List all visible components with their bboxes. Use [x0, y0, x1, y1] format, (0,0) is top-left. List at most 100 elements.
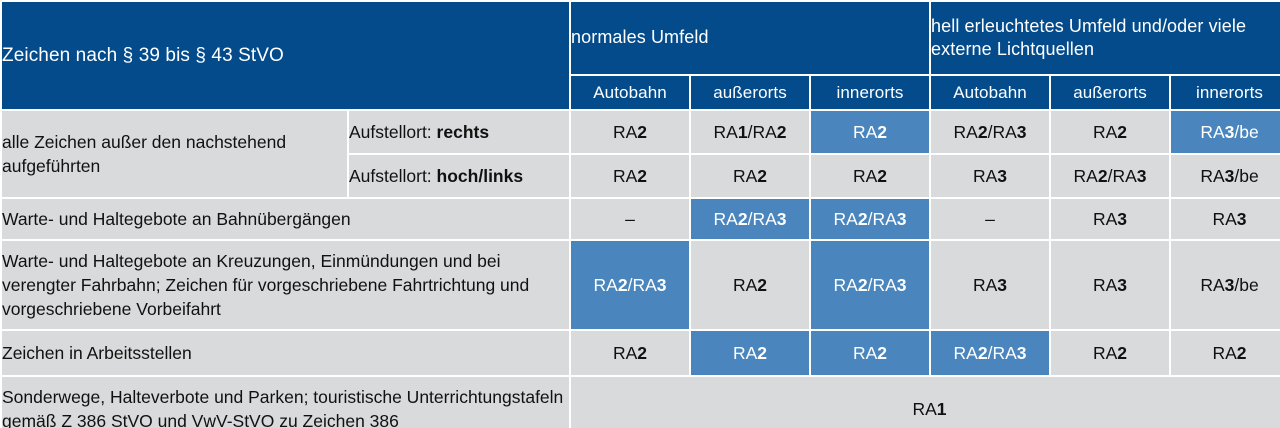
ra-prefix: RA [953, 342, 978, 363]
ra-class-number: 2 [737, 208, 748, 229]
ra-value-cell: RA2 [811, 331, 930, 375]
ra-class-number: 2 [1097, 165, 1108, 186]
row-description: Warte- und Haltegebote an Bahnübergängen [2, 199, 570, 239]
ra-class-number: 2 [637, 121, 648, 142]
ra-class-number: 3 [1117, 208, 1128, 229]
ra-class-number: 2 [857, 208, 868, 229]
ra-class-number-alt: 3 [776, 208, 787, 229]
ra-prefix: – [625, 208, 635, 229]
table-row: Sonderwege, Halteverbote und Parken; tou… [2, 377, 1280, 428]
ra-prefix: – [985, 208, 995, 229]
table-header: Zeichen nach § 39 bis § 43 StVO normales… [2, 2, 1280, 109]
subcondition-prefix: Aufstellort: [349, 165, 437, 186]
ra-class-number: 2 [977, 342, 988, 363]
row-description: Zeichen in Arbeitsstellen [2, 331, 570, 375]
ra-value-cell: RA2 [811, 111, 930, 153]
ra-value-cell: RA2 [1171, 331, 1280, 375]
ra-prefix: RA [612, 121, 638, 142]
ra-prefix: RA [1212, 342, 1237, 363]
ra-class-number-alt: 3 [896, 274, 907, 295]
ra-prefix: RA [1212, 208, 1237, 229]
table-title-cell: Zeichen nach § 39 bis § 43 StVO [2, 2, 570, 109]
ra-value-cell: RA2/RA3 [931, 111, 1050, 153]
ra-prefix-alt: /RA [867, 208, 897, 229]
ra-value-cell: RA2 [571, 331, 690, 375]
row-subcondition-label: Aufstellort: hoch/links [349, 155, 570, 197]
ra-class-number: 3 [997, 165, 1008, 186]
ra-class-number-alt: 3 [1016, 342, 1027, 363]
ra-value-cell: – [571, 199, 690, 239]
ra-class-number: 3 [1117, 274, 1128, 295]
ra-prefix: RA [833, 208, 858, 229]
ra-class-number-alt: 3 [656, 274, 667, 295]
ra-class-number: 2 [637, 165, 648, 186]
ra-prefix: RA [1200, 121, 1225, 142]
ra-prefix-alt: /RA [987, 342, 1017, 363]
ra-prefix: RA [1092, 121, 1118, 142]
subcondition-value: hoch/links [436, 165, 524, 186]
ra-value-cell: RA2 [691, 155, 810, 197]
ra-prefix-alt: /RA [1107, 165, 1137, 186]
ra-class-number-alt: 3 [1136, 165, 1147, 186]
row-description: alle Zeichen außer den nachstehend aufge… [2, 111, 347, 197]
ra-value-cell: RA3/be [1171, 155, 1280, 197]
ra-class-number: 2 [617, 274, 628, 295]
ra-prefix: RA [593, 274, 618, 295]
row-subcondition-label: Aufstellort: rechts [349, 111, 570, 153]
ra-class-number: 3 [997, 274, 1008, 295]
ra-suffix: /be [1234, 165, 1259, 186]
ra-prefix: RA [1073, 165, 1098, 186]
ra-class-number: 2 [977, 121, 988, 142]
ra-prefix: RA [713, 208, 738, 229]
ra-value-cell: – [931, 199, 1050, 239]
ra-prefix: RA [852, 342, 878, 363]
column-header-normal-innerorts: innerorts [811, 76, 930, 109]
ra-prefix: RA [1200, 274, 1225, 295]
ra-value-cell: RA2/RA3 [1051, 155, 1170, 197]
ra-value-cell-merged: RA1 [571, 377, 1280, 428]
ra-prefix: RA [972, 165, 998, 186]
ra-class-number: 1 [936, 398, 947, 419]
ra-class-number-alt: 3 [896, 208, 907, 229]
ra-value-cell: RA3 [1171, 199, 1280, 239]
ra-value-cell: RA3 [931, 241, 1050, 329]
ra-prefix-alt: /RA [747, 121, 777, 142]
ra-class-number: 1 [737, 121, 748, 142]
column-header-bright-autobahn: Autobahn [931, 76, 1050, 109]
ra-class-number: 2 [857, 274, 868, 295]
table-row: alle Zeichen außer den nachstehend aufge… [2, 111, 1280, 197]
ra-value-cell: RA2 [571, 111, 690, 153]
ra-prefix: RA [612, 165, 638, 186]
ra-prefix: RA [732, 342, 758, 363]
ra-prefix-alt: /RA [987, 121, 1017, 142]
ra-class-number: 2 [877, 342, 888, 363]
ra-value-cell: RA3 [931, 155, 1050, 197]
ra-value-cell: RA2 [691, 331, 810, 375]
ra-class-number: 2 [757, 274, 768, 295]
ra-prefix: RA [972, 274, 998, 295]
ra-class-number: 3 [1224, 165, 1235, 186]
ra-prefix: RA [1092, 274, 1118, 295]
table-body: alle Zeichen außer den nachstehend aufge… [2, 111, 1280, 428]
ra-class-number: 2 [1236, 342, 1247, 363]
ra-value-cell: RA2 [691, 241, 810, 329]
row-description: Sonderwege, Halteverbote und Parken; tou… [2, 377, 570, 428]
ra-prefix: RA [912, 398, 937, 419]
ra-value-cell: RA2 [571, 155, 690, 197]
ra-prefix-alt: /RA [867, 274, 897, 295]
column-header-bright-innerorts: innerorts [1171, 76, 1280, 109]
ra-class-number-alt: 2 [776, 121, 787, 142]
ra-prefix: RA [1092, 208, 1118, 229]
table-row: Aufstellort: hoch/links RA2 RA2 RA2 RA3 RA2/R… [2, 155, 1280, 197]
row-description: Warte- und Haltegebote an Kreuzungen, Ei… [2, 241, 570, 329]
column-group-bright-environment: hell erleuchtetes Umfeld und/oder viele … [931, 2, 1280, 74]
ra-value-cell: RA2/RA3 [811, 241, 930, 329]
ra-class-number: 2 [757, 342, 768, 363]
ra-prefix: RA [732, 274, 758, 295]
ra-class-number: 2 [757, 165, 768, 186]
ra-prefix-alt: /RA [627, 274, 657, 295]
column-header-normal-autobahn: Autobahn [571, 76, 690, 109]
column-header-bright-ausserorts: außerorts [1051, 76, 1170, 109]
